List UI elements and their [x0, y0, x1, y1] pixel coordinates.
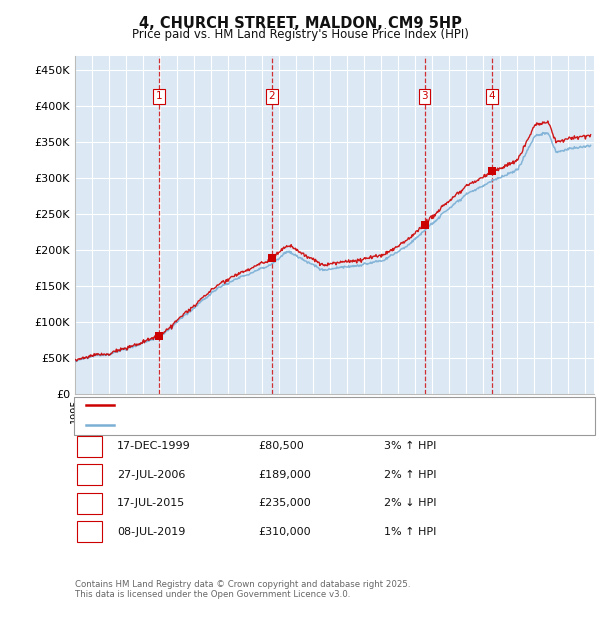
Text: £80,500: £80,500 — [258, 441, 304, 451]
Text: 4, CHURCH STREET, MALDON, CM9 5HP: 4, CHURCH STREET, MALDON, CM9 5HP — [139, 16, 461, 30]
Text: £189,000: £189,000 — [258, 469, 311, 480]
Text: 27-JUL-2006: 27-JUL-2006 — [117, 469, 185, 480]
Text: 3: 3 — [421, 91, 428, 101]
Text: 2: 2 — [269, 91, 275, 101]
Text: 17-DEC-1999: 17-DEC-1999 — [117, 441, 191, 451]
Text: 17-JUL-2015: 17-JUL-2015 — [117, 498, 185, 508]
Text: 1% ↑ HPI: 1% ↑ HPI — [384, 526, 436, 537]
Text: 1: 1 — [86, 441, 93, 451]
Text: Price paid vs. HM Land Registry's House Price Index (HPI): Price paid vs. HM Land Registry's House … — [131, 28, 469, 41]
Text: 2% ↑ HPI: 2% ↑ HPI — [384, 469, 437, 480]
Text: 4: 4 — [489, 91, 496, 101]
Text: £310,000: £310,000 — [258, 526, 311, 537]
Text: 4: 4 — [86, 526, 93, 537]
Text: 2% ↓ HPI: 2% ↓ HPI — [384, 498, 437, 508]
Text: 3% ↑ HPI: 3% ↑ HPI — [384, 441, 436, 451]
Text: 1: 1 — [156, 91, 163, 101]
Text: HPI: Average price, semi-detached house, Maldon: HPI: Average price, semi-detached house,… — [121, 420, 381, 430]
Text: 3: 3 — [86, 498, 93, 508]
Text: Contains HM Land Registry data © Crown copyright and database right 2025.
This d: Contains HM Land Registry data © Crown c… — [75, 580, 410, 599]
Text: 4, CHURCH STREET, MALDON, CM9 5HP (semi-detached house): 4, CHURCH STREET, MALDON, CM9 5HP (semi-… — [121, 400, 451, 410]
Text: £235,000: £235,000 — [258, 498, 311, 508]
Text: 08-JUL-2019: 08-JUL-2019 — [117, 526, 185, 537]
Text: 2: 2 — [86, 469, 93, 480]
